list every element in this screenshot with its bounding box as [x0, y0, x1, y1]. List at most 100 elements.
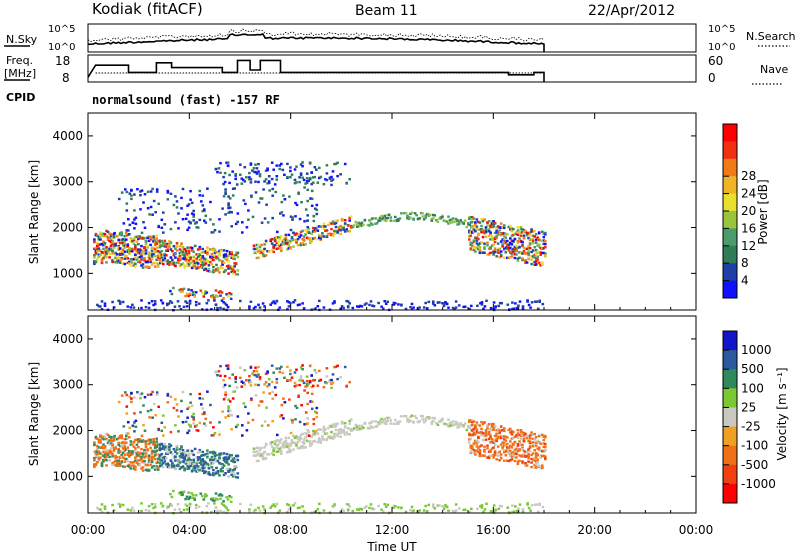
- heatmap-cell: [117, 258, 120, 262]
- sky-noise-panel: N.Sky 10^5 10^0 10^5 10^0 N.Search: [4, 23, 796, 53]
- heatmap-cell: [430, 217, 434, 220]
- heatmap-cell: [457, 425, 461, 429]
- heatmap-cell: [542, 235, 546, 239]
- heatmap-cell: [525, 251, 529, 255]
- heatmap-cell: [156, 457, 160, 461]
- heatmap-cell: [158, 255, 162, 258]
- heatmap-cell: [171, 461, 174, 465]
- heatmap-cell: [203, 454, 206, 457]
- heatmap-cell: [181, 421, 185, 424]
- heatmap-cell: [203, 257, 206, 260]
- heatmap-cell: [499, 425, 503, 428]
- heatmap-cell: [349, 215, 353, 218]
- heatmap-cell: [422, 306, 426, 309]
- heatmap-cell: [483, 508, 487, 511]
- heatmap-cell: [212, 269, 215, 272]
- heatmap-cell: [435, 422, 438, 425]
- heatmap-cell: [117, 248, 120, 251]
- heatmap-cell: [291, 216, 294, 219]
- heatmap-cell: [93, 260, 96, 263]
- heatmap-cell: [530, 457, 533, 461]
- heatmap-cell: [166, 260, 170, 263]
- heatmap-cell: [186, 246, 189, 249]
- heatmap-cell: [536, 307, 540, 310]
- heatmap-cell: [381, 420, 385, 423]
- heatmap-cell: [239, 366, 242, 369]
- heatmap-cell: [117, 246, 120, 249]
- heatmap-cell: [304, 422, 308, 426]
- heatmap-cell: [486, 221, 489, 224]
- heatmap-cell: [109, 447, 113, 450]
- heatmap-cell: [131, 443, 134, 446]
- heatmap-cell: [447, 306, 450, 309]
- heatmap-cell: [163, 252, 167, 256]
- heatmap-cell: [94, 437, 98, 440]
- heatmap-cell: [209, 261, 212, 264]
- heatmap-cell: [214, 497, 218, 500]
- x-axis-label: Time UT: [366, 540, 417, 554]
- heatmap-cell: [403, 415, 406, 418]
- heatmap-cell: [205, 494, 209, 497]
- heatmap-cell: [468, 426, 472, 430]
- heatmap-cell: [518, 449, 521, 452]
- heatmap-cell: [144, 455, 148, 458]
- heatmap-cell: [134, 425, 138, 428]
- heatmap-cell: [381, 307, 385, 310]
- heatmap-cell: [490, 438, 494, 441]
- heatmap-cell: [117, 299, 120, 302]
- heatmap-cell: [231, 471, 235, 474]
- heatmap-cell: [322, 430, 326, 433]
- heatmap-cell: [157, 225, 160, 229]
- heatmap-cell: [166, 242, 170, 246]
- heatmap-cell: [149, 393, 153, 396]
- heatmap-cell: [187, 467, 191, 470]
- heatmap-cell: [231, 257, 235, 260]
- heatmap-cell: [533, 263, 536, 266]
- heatmap-cell: [518, 230, 521, 234]
- heatmap-cell: [263, 247, 266, 251]
- heatmap-cell: [245, 226, 249, 229]
- heatmap-cell: [292, 245, 295, 248]
- heatmap-cell: [135, 235, 139, 238]
- heatmap-cell: [275, 439, 279, 442]
- heatmap-cell: [222, 182, 225, 186]
- heatmap-cell: [252, 447, 256, 450]
- heatmap-cell: [190, 404, 194, 407]
- heatmap-cell: [128, 455, 131, 458]
- heatmap-cell: [500, 302, 503, 305]
- heatmap-cell: [493, 424, 497, 428]
- heatmap-cell: [201, 256, 205, 259]
- heatmap-cell: [149, 235, 152, 238]
- heatmap-cell: [188, 302, 192, 305]
- heatmap-cell: [269, 442, 272, 446]
- heatmap-cell: [349, 224, 353, 228]
- heatmap-cell: [309, 197, 312, 200]
- heatmap-cell: [140, 189, 144, 192]
- heatmap-cell: [299, 446, 303, 450]
- heatmap-cell: [193, 295, 196, 298]
- heatmap-cell: [365, 505, 368, 508]
- heatmap-cell: [122, 425, 126, 428]
- heatmap-cell: [195, 226, 198, 229]
- heatmap-cell: [278, 167, 282, 171]
- heatmap-cell: [525, 234, 529, 237]
- heatmap-cell: [489, 428, 492, 432]
- heatmap-cell: [251, 418, 255, 422]
- heatmap-cell: [175, 245, 179, 248]
- heatmap-cell: [169, 241, 173, 244]
- heatmap-cell: [221, 261, 224, 265]
- heatmap-cell: [316, 225, 320, 229]
- heatmap-cell: [534, 444, 538, 447]
- heatmap-cell: [212, 255, 215, 259]
- heatmap-cell: [501, 238, 504, 241]
- heatmap-cell: [165, 457, 168, 460]
- heatmap-cell: [386, 416, 389, 420]
- heatmap-cell: [218, 251, 221, 254]
- heatmap-cell: [504, 454, 508, 457]
- heatmap-cell: [225, 255, 229, 258]
- heatmap-cell: [374, 217, 377, 220]
- heatmap-cell: [346, 306, 350, 309]
- heatmap-cell: [267, 384, 271, 388]
- heatmap-cell: [233, 187, 236, 190]
